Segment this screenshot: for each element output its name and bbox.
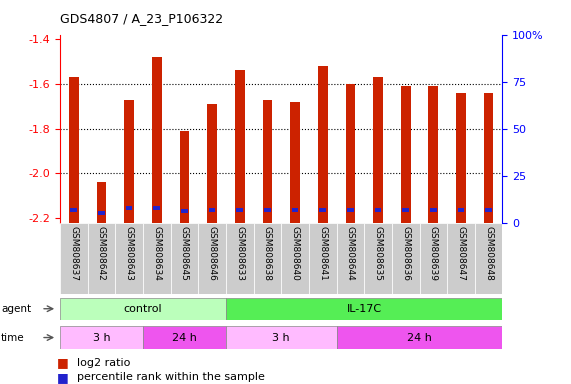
Bar [375, 207, 381, 212]
Bar [254, 223, 282, 294]
Bar [392, 223, 420, 294]
Bar [263, 99, 272, 223]
Bar [373, 77, 383, 223]
Bar [96, 182, 106, 223]
Text: GSM808633: GSM808633 [235, 226, 244, 281]
Text: percentile rank within the sample: percentile rank within the sample [77, 372, 265, 382]
Bar [143, 326, 226, 349]
Bar [226, 298, 502, 320]
Text: GSM808642: GSM808642 [97, 226, 106, 281]
Text: GSM808640: GSM808640 [291, 226, 300, 281]
Bar [143, 223, 171, 294]
Bar [236, 207, 243, 212]
Bar [198, 223, 226, 294]
Bar [347, 207, 354, 212]
Bar [98, 211, 105, 215]
Text: GSM808641: GSM808641 [318, 226, 327, 281]
Bar [401, 86, 411, 223]
Text: agent: agent [1, 304, 31, 314]
Text: GSM808638: GSM808638 [263, 226, 272, 281]
Text: log2 ratio: log2 ratio [77, 358, 130, 368]
Bar [336, 326, 502, 349]
Bar [336, 223, 364, 294]
Text: 3 h: 3 h [93, 333, 110, 343]
Bar [124, 99, 134, 223]
Text: GSM808636: GSM808636 [401, 226, 410, 281]
Text: IL-17C: IL-17C [347, 304, 382, 314]
Bar [208, 207, 215, 212]
Bar [235, 70, 244, 223]
Bar [60, 326, 143, 349]
Bar [485, 207, 492, 212]
Text: GSM808635: GSM808635 [373, 226, 383, 281]
Bar [475, 223, 502, 294]
Bar [264, 207, 271, 212]
Text: 24 h: 24 h [407, 333, 432, 343]
Text: ■: ■ [57, 356, 69, 369]
Bar [226, 326, 336, 349]
Bar [403, 207, 409, 212]
Bar [181, 209, 188, 214]
Text: GSM808644: GSM808644 [346, 226, 355, 281]
Text: GSM808648: GSM808648 [484, 226, 493, 281]
Text: GSM808634: GSM808634 [152, 226, 161, 281]
Bar [447, 223, 475, 294]
Bar [428, 86, 438, 223]
Bar [87, 223, 115, 294]
Bar [290, 102, 300, 223]
Bar [126, 206, 132, 210]
Bar [318, 66, 328, 223]
Text: GSM808643: GSM808643 [124, 226, 134, 281]
Bar [282, 223, 309, 294]
Bar [60, 223, 87, 294]
Text: GSM808637: GSM808637 [69, 226, 78, 281]
Bar [309, 223, 336, 294]
Bar [152, 57, 162, 223]
Bar [115, 223, 143, 294]
Text: time: time [1, 333, 25, 343]
Bar [420, 223, 447, 294]
Bar [364, 223, 392, 294]
Text: GSM808645: GSM808645 [180, 226, 189, 281]
Bar [457, 207, 464, 212]
Text: GSM808639: GSM808639 [429, 226, 438, 281]
Text: 24 h: 24 h [172, 333, 197, 343]
Bar [171, 223, 198, 294]
Bar [207, 104, 217, 223]
Text: GSM808646: GSM808646 [208, 226, 216, 281]
Bar [226, 223, 254, 294]
Bar [179, 131, 189, 223]
Bar [60, 298, 226, 320]
Text: GDS4807 / A_23_P106322: GDS4807 / A_23_P106322 [60, 12, 223, 25]
Bar [456, 93, 466, 223]
Bar [345, 84, 355, 223]
Text: ■: ■ [57, 371, 69, 384]
Text: 3 h: 3 h [272, 333, 290, 343]
Bar [69, 77, 79, 223]
Bar [154, 206, 160, 210]
Bar [430, 207, 437, 212]
Text: control: control [123, 304, 162, 314]
Bar [484, 93, 493, 223]
Bar [70, 207, 77, 212]
Bar [319, 207, 326, 212]
Bar [292, 207, 299, 212]
Text: GSM808647: GSM808647 [456, 226, 465, 281]
